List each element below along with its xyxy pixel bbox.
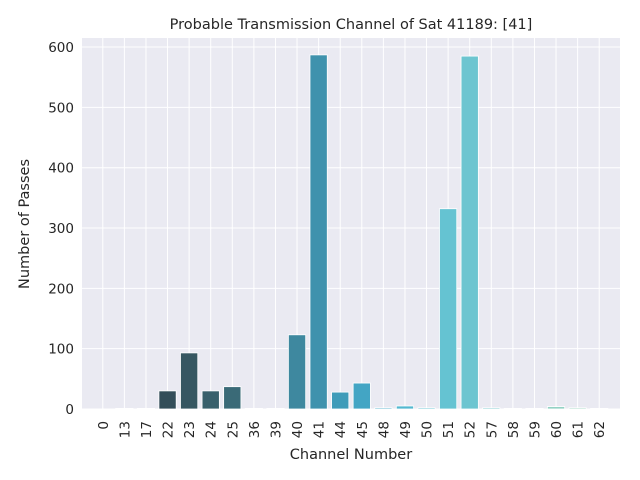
x-tick-label: 23 xyxy=(182,421,198,438)
y-axis-label: Number of Passes xyxy=(17,159,33,289)
bar-channel-45 xyxy=(352,382,371,410)
bar-channel-44 xyxy=(331,391,350,410)
bar-channel-51 xyxy=(439,208,458,410)
y-tick-label: 200 xyxy=(48,281,74,297)
x-tick-label: 59 xyxy=(527,421,543,438)
bar-channel-41 xyxy=(309,54,328,410)
bar-channel-52 xyxy=(460,55,479,410)
bar-channel-39 xyxy=(266,407,285,410)
bar-channel-58 xyxy=(503,407,522,410)
bar-channel-62 xyxy=(590,407,609,410)
x-tick-labels: 0 13 17 22 23 24 25 36 39 40 41 44 45 48 49 50 51 52 57 58 5… xyxy=(96,421,608,438)
bar-channel-60 xyxy=(547,406,566,410)
x-tick-label: 62 xyxy=(592,421,608,438)
bar-channel-13 xyxy=(115,407,134,410)
x-tick-label: 58 xyxy=(506,421,522,438)
y-tick-labels: 0 100 200 300 400 500 600 xyxy=(48,40,74,418)
bar-channel-24 xyxy=(201,390,220,410)
bar-channel-50 xyxy=(417,407,436,410)
bar-channel-22 xyxy=(158,390,177,410)
y-tick-label: 100 xyxy=(48,342,74,358)
x-tick-label: 44 xyxy=(333,421,349,438)
bar-channel-59 xyxy=(525,407,544,410)
y-tick-label: 300 xyxy=(48,221,74,237)
y-tick-label: 400 xyxy=(48,161,74,177)
x-tick-label: 25 xyxy=(225,421,241,438)
x-tick-label: 40 xyxy=(290,421,306,438)
x-tick-label: 45 xyxy=(355,421,371,438)
bar-channel-57 xyxy=(482,407,501,410)
x-axis-label: Channel Number xyxy=(290,447,412,463)
chart-title: Probable Transmission Channel of Sat 411… xyxy=(170,17,533,33)
bar-channel-49 xyxy=(395,405,414,410)
x-tick-label: 24 xyxy=(204,421,220,438)
x-tick-label: 50 xyxy=(420,421,436,438)
bar-channel-48 xyxy=(374,407,393,410)
bars xyxy=(115,54,609,410)
bar-channel-40 xyxy=(288,334,307,410)
y-tick-label: 500 xyxy=(48,100,74,116)
x-tick-label: 0 xyxy=(96,421,112,430)
x-tick-label: 17 xyxy=(139,421,155,438)
y-tick-label: 600 xyxy=(48,40,74,56)
x-tick-label: 49 xyxy=(398,421,414,438)
x-tick-label: 60 xyxy=(549,421,565,438)
x-tick-label: 57 xyxy=(484,421,500,438)
x-tick-label: 52 xyxy=(463,421,479,438)
bar-channel-23 xyxy=(180,352,199,410)
x-tick-label: 51 xyxy=(441,421,457,438)
bar-channel-17 xyxy=(136,407,155,410)
x-tick-label: 48 xyxy=(376,421,392,438)
y-tick-label: 0 xyxy=(65,402,74,418)
x-tick-label: 39 xyxy=(268,421,284,438)
bar-channel-61 xyxy=(568,407,587,410)
plot-background xyxy=(82,38,620,409)
x-tick-label: 13 xyxy=(117,421,133,438)
x-tick-label: 41 xyxy=(312,421,328,438)
x-tick-label: 22 xyxy=(161,421,177,438)
x-tick-label: 36 xyxy=(247,421,263,438)
bar-channel-36 xyxy=(244,407,263,410)
x-tick-label: 61 xyxy=(571,421,587,438)
bar-channel-25 xyxy=(223,386,242,410)
